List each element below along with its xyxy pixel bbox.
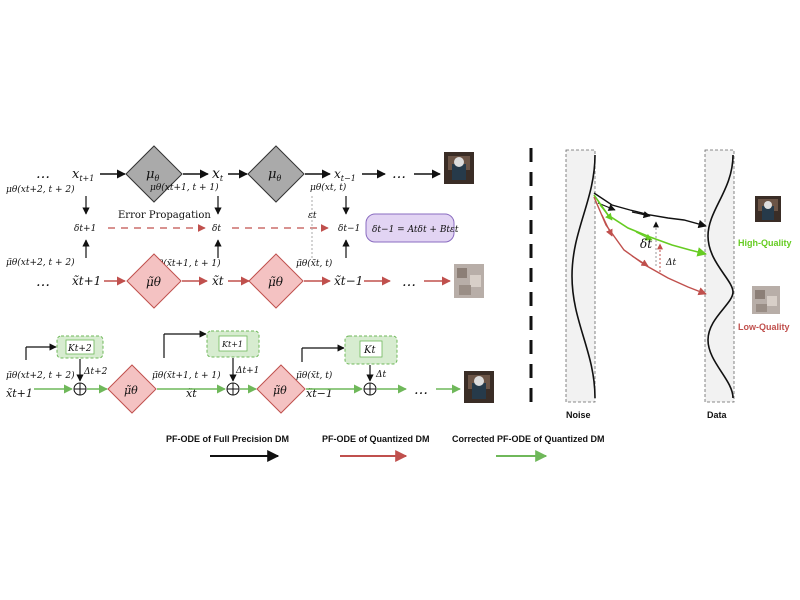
x-t-label: xt (212, 166, 224, 183)
corrected-step-2 (635, 231, 653, 241)
mu-theta-label-1: μθ (146, 167, 159, 183)
dots-left-quant: … (36, 274, 50, 290)
x-tilde-t-minus-1-label: x̃t−1 (334, 274, 363, 288)
mu-theta-right-label: μθ(xt, t) (310, 182, 347, 193)
x-t-minus-1-label: xt−1 (334, 167, 356, 183)
corrected-step-1 (599, 204, 613, 221)
corrected-x-t-plus-1: x̃t+1 (6, 387, 33, 400)
corrected-sample-image (464, 371, 494, 403)
corrected-mu-tilde-diamond-1 (107, 364, 157, 414)
epsilon-label: εt (308, 211, 317, 221)
dots-right-top: … (392, 166, 406, 182)
mu-theta-diamond-1 (125, 145, 183, 203)
corrected-mu-tilde-label-1: μ̃θ (124, 384, 138, 397)
legend-full-precision-label: PF-ODE of Full Precision DM (166, 434, 289, 444)
dots-right-quant: … (402, 274, 416, 290)
corrected-x-t: x̃t (186, 387, 197, 400)
data-label: Data (707, 410, 728, 420)
corrected-x-t-minus-1: x̃t−1 (306, 387, 333, 400)
oplus-3 (363, 382, 377, 396)
quantized-step-1 (601, 214, 613, 237)
mu-tilde-label-2: μ̃θ (268, 275, 284, 289)
noise-distribution-curve (571, 154, 596, 399)
mu-theta-diamond-2 (247, 145, 305, 203)
error-equation-box (365, 213, 455, 243)
error-equation: δt−1 = Atδt + Btεt (372, 225, 459, 235)
low-quality-thumbnail (752, 286, 780, 314)
corrected-mu-left-label: μ̃θ(xt+2, t + 2) (6, 370, 75, 381)
legend-corrected-label: Corrected PF-ODE of Quantized DM (452, 434, 605, 444)
delta-t-minus-1-label: δt−1 (338, 224, 360, 234)
delta-t-label: Δt (375, 370, 386, 380)
dots-corrected: … (414, 382, 428, 398)
data-band (704, 149, 735, 403)
mu-theta-label-2: μθ (268, 167, 281, 183)
mu-theta-mid-label: μθ(xt+1, t + 1) (150, 182, 219, 193)
mu-tilde-right-label: μ̃θ(x̃t, t) (296, 258, 333, 269)
quantized-row: μ̃θ(xt+2, t + 2) μ̃θ(x̃t+1, t + 1) μ̃θ(x… (6, 253, 484, 309)
mu-tilde-diamond-2 (248, 253, 304, 309)
mu-tilde-diamond-1 (126, 253, 182, 309)
x-tilde-t-plus-1-label: x̃t+1 (72, 274, 101, 288)
x-tilde-t-label: x̃t (212, 274, 224, 288)
dots-left-top: … (36, 166, 50, 182)
corrected-row: Kt+2 Kt+1 Kt Δt+2 Δt+1 Δt (6, 330, 494, 414)
corrected-mu-mid-label: μ̃θ(x̃t+1, t + 1) (152, 370, 221, 381)
error-propagation-label: Error Propagation (118, 210, 211, 221)
high-quality-sample-image (444, 152, 474, 184)
corrected-mu-tilde-label-2: μ̃θ (273, 384, 287, 397)
trajectory-panel: δt Δt High-Quality Low-Quality Noise Dat… (565, 149, 792, 420)
low-quality-label: Low-Quality (738, 322, 790, 332)
legend: PF-ODE of Full Precision DM PF-ODE of Qu… (166, 434, 605, 462)
delta-t-plus-2-label: Δt+2 (83, 367, 108, 377)
delta-t-plus-1-label: Δt+1 (235, 366, 259, 376)
oplus-1 (73, 382, 87, 396)
k-t-label: Kt (363, 345, 376, 356)
k-t-plus-2-inner (65, 339, 95, 355)
delta-t-label: δt (212, 224, 221, 234)
high-quality-label: High-Quality (738, 238, 792, 248)
delta-t-plus-1-label: δt+1 (74, 224, 96, 234)
k-t-plus-2-label: Kt+2 (67, 344, 92, 354)
data-distribution-curve (707, 154, 734, 399)
mu-tilde-left-label: μ̃θ(xt+2, t + 2) (6, 257, 75, 268)
error-propagation-row: δt+1 Error Propagation δt εt δt−1 δt−1 =… (74, 196, 459, 260)
high-quality-thumbnail (755, 196, 781, 222)
k-t-inner (359, 340, 383, 358)
full-precision-trajectory (593, 192, 707, 229)
quantized-step-2 (631, 255, 649, 267)
k-t-plus-1-inner (218, 335, 248, 352)
oplus-2 (226, 382, 240, 396)
noisy-sample-image (454, 264, 484, 298)
corrected-mu-tilde-diamond-2 (256, 364, 306, 414)
mu-tilde-label-1: μ̃θ (146, 275, 162, 289)
full-precision-row: … xt+1 μθ xt μθ xt−1 … μθ(xt+2, t + 2) μ… (6, 145, 474, 203)
mu-tilde-mid-label: μ̃θ(x̃t+1, t + 1) (152, 258, 221, 269)
noise-label: Noise (566, 410, 591, 420)
Delta-t-panel-label: Δt (665, 258, 676, 268)
corrected-mu-right-label: μ̃θ(x̃t, t) (296, 370, 333, 381)
legend-quantized-label: PF-ODE of Quantized DM (322, 434, 430, 444)
full-precision-step-2 (631, 211, 651, 219)
delta-t-panel-label: δt (640, 237, 652, 251)
k-t-plus-1-label: Kt+1 (221, 340, 243, 349)
mu-theta-left-label: μθ(xt+2, t + 2) (6, 184, 75, 195)
x-t-plus-1-label: xt+1 (72, 167, 94, 183)
